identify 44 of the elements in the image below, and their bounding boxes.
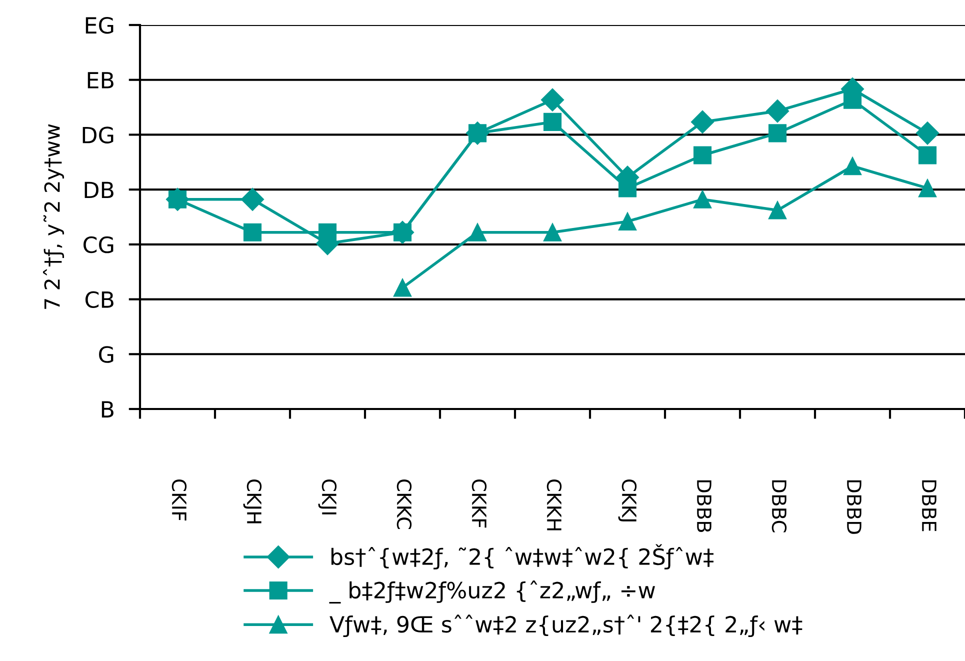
point [693,190,712,208]
x-tick-label: DBBC [772,480,787,532]
point [543,112,562,131]
x-tick-label: DBBB [697,480,712,532]
x-tick-label: CKKF [472,480,487,528]
text: CG [84,236,114,254]
point [468,223,487,242]
x-tick-label: DBBD [847,480,862,534]
x-tick-label: CKKH [546,480,562,530]
text: G [99,346,114,363]
point [393,278,412,297]
point [843,90,862,109]
point [618,212,637,231]
point [768,201,787,220]
x-tick-label: CKKC [396,480,412,529]
point [243,223,262,242]
text: DB [84,182,114,198]
point [693,146,712,164]
x-tick-label: CKJI [318,480,337,514]
legend-label: bs†ˆ{w‡2ƒ, ˜2{ ˆw‡w‡ˆw2{ 2Šƒˆw‡ [331,544,714,570]
point [918,146,937,164]
point [691,110,714,134]
text: DG [82,126,114,144]
point [541,88,564,112]
point [241,188,264,211]
x-tick-label: DBBE [922,480,936,532]
point [618,179,637,198]
point [916,122,939,145]
x-tick-label: CKIF [172,480,187,521]
text: EB [88,72,114,88]
point [918,179,937,198]
legend-label: _ b‡2ƒ‡w2ƒ%uz2 {ˆz2„wƒ„ ÷w [329,580,655,604]
x-tick-label: CKKJ [618,480,637,522]
text: EG [86,16,114,34]
point [543,223,562,242]
x-tick-label: CKJH [243,480,262,524]
text: B [102,401,114,418]
point [843,157,862,176]
point [768,124,787,142]
text: CB [85,291,114,308]
point [766,100,789,123]
y-axis-title: 7 2ˆ†ƒ, y˜2 2y†ww [43,124,64,309]
legend-label: Vƒw‡, 9Œ sˆˆw‡2 z{uz2„s†ˆ' 2{‡2{ 2„ƒ‹ w‡ [330,614,802,638]
point [318,223,337,242]
